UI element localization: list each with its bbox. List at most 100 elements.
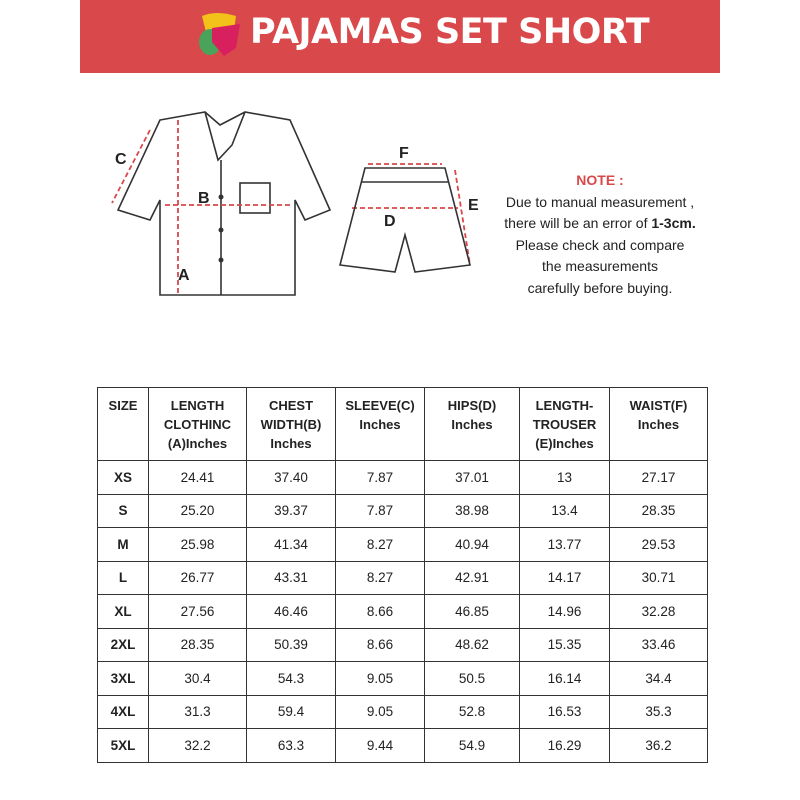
value-cell: 38.98 xyxy=(424,493,520,528)
size-cell: M xyxy=(97,527,149,562)
value-cell: 54.3 xyxy=(246,661,336,696)
value-cell: 37.01 xyxy=(424,460,520,495)
value-cell: 46.46 xyxy=(246,594,336,629)
size-cell: 2XL xyxy=(97,627,149,662)
value-cell: 32.28 xyxy=(609,594,708,629)
value-cell: 9.05 xyxy=(335,694,425,729)
table-row: XL 27.56 46.46 8.66 46.85 14.96 32.28 xyxy=(97,594,708,629)
value-cell: 31.3 xyxy=(148,694,247,729)
value-cell: 41.34 xyxy=(246,527,336,562)
value-cell: 13.4 xyxy=(519,493,610,528)
page-title: PAJAMAS SET SHORT xyxy=(250,12,650,52)
column-header: HIPS(D) Inches xyxy=(424,387,520,461)
note-line: carefully before buying. xyxy=(527,279,673,296)
value-cell: 16.29 xyxy=(519,728,610,763)
table-row: L 26.77 43.31 8.27 42.91 14.17 30.71 xyxy=(97,560,708,595)
value-cell: 50.39 xyxy=(246,627,336,662)
column-header: LENGTH CLOTHINC (A)Inches xyxy=(148,387,247,461)
value-cell: 36.2 xyxy=(609,728,708,763)
value-cell: 37.40 xyxy=(246,460,336,495)
size-cell: 3XL xyxy=(97,661,149,696)
size-cell: 4XL xyxy=(97,694,149,729)
value-cell: 54.9 xyxy=(424,728,520,763)
brand-logo-icon xyxy=(199,13,240,56)
table-row: XS 24.41 37.40 7.87 37.01 13 27.17 xyxy=(97,460,708,495)
value-cell: 59.4 xyxy=(246,694,336,729)
value-cell: 29.53 xyxy=(609,527,708,562)
column-header: LENGTH- TROUSER (E)Inches xyxy=(519,387,610,461)
value-cell: 39.37 xyxy=(246,493,336,528)
value-cell: 7.87 xyxy=(335,493,425,528)
table-row: S 25.20 39.37 7.87 38.98 13.4 28.35 xyxy=(97,493,708,528)
table-row: 5XL 32.2 63.3 9.44 54.9 16.29 36.2 xyxy=(97,728,708,763)
shorts-drawing xyxy=(338,167,472,273)
value-cell: 43.31 xyxy=(246,560,336,595)
label-d: D xyxy=(384,213,396,230)
value-cell: 50.5 xyxy=(424,661,520,696)
note-heading: NOTE : xyxy=(576,172,624,188)
value-cell: 13.77 xyxy=(519,527,610,562)
header-banner xyxy=(80,0,720,73)
value-cell: 52.8 xyxy=(424,694,520,729)
size-cell: S xyxy=(97,493,149,528)
value-cell: 14.96 xyxy=(519,594,610,629)
value-cell: 46.85 xyxy=(424,594,520,629)
value-cell: 27.56 xyxy=(148,594,247,629)
value-cell: 25.20 xyxy=(148,493,247,528)
value-cell: 9.44 xyxy=(335,728,425,763)
value-cell: 32.2 xyxy=(148,728,247,763)
value-cell: 8.66 xyxy=(335,594,425,629)
table-row: 4XL 31.3 59.4 9.05 52.8 16.53 35.3 xyxy=(97,694,708,729)
value-cell: 13 xyxy=(519,460,610,495)
size-table: SIZE LENGTH CLOTHINC (A)Inches CHEST WIDTH(B)… xyxy=(97,387,708,763)
column-header: SIZE xyxy=(97,387,149,461)
value-cell: 24.41 xyxy=(148,460,247,495)
value-cell: 16.14 xyxy=(519,661,610,696)
note-line: Due to manual measurement , xyxy=(505,193,695,210)
value-cell: 15.35 xyxy=(519,627,610,662)
label-b: B xyxy=(198,190,210,207)
column-header: CHEST WIDTH(B) Inches xyxy=(246,387,336,461)
value-cell: 8.27 xyxy=(335,560,425,595)
value-cell: 8.66 xyxy=(335,627,425,662)
note-line: there will be an error of 1-3cm. xyxy=(504,215,696,231)
column-header: SLEEVE(C) Inches xyxy=(335,387,425,461)
table-header-row: SIZE LENGTH CLOTHINC (A)Inches CHEST WIDTH(B)… xyxy=(97,387,708,461)
value-cell: 30.4 xyxy=(148,661,247,696)
value-cell: 63.3 xyxy=(246,728,336,763)
size-cell: 5XL xyxy=(97,728,149,763)
value-cell: 9.05 xyxy=(335,661,425,696)
value-cell: 7.87 xyxy=(335,460,425,495)
value-cell: 14.17 xyxy=(519,560,610,595)
table-row: 2XL 28.35 50.39 8.66 48.62 15.35 33.46 xyxy=(97,627,708,662)
value-cell: 8.27 xyxy=(335,527,425,562)
value-cell: 33.46 xyxy=(609,627,708,662)
column-header: WAIST(F) Inches xyxy=(609,387,708,461)
table-row: 3XL 30.4 54.3 9.05 50.5 16.14 34.4 xyxy=(97,661,708,696)
value-cell: 40.94 xyxy=(424,527,520,562)
note-line: Please check and compare xyxy=(515,236,685,253)
value-cell: 34.4 xyxy=(609,661,708,696)
label-a: A xyxy=(178,267,190,284)
label-c: C xyxy=(115,151,127,168)
measurement-note: NOTE : Due to manual measurement , there… xyxy=(490,170,710,299)
value-cell: 30.71 xyxy=(609,560,708,595)
size-cell: L xyxy=(97,560,149,595)
size-cell: XS xyxy=(97,460,149,495)
value-cell: 27.17 xyxy=(609,460,708,495)
value-cell: 28.35 xyxy=(609,493,708,528)
note-line: the measurements xyxy=(542,258,658,274)
label-f: F xyxy=(399,145,409,162)
value-cell: 26.77 xyxy=(148,560,247,595)
table-row: M 25.98 41.34 8.27 40.94 13.77 29.53 xyxy=(97,527,708,562)
value-cell: 35.3 xyxy=(609,694,708,729)
value-cell: 25.98 xyxy=(148,527,247,562)
value-cell: 42.91 xyxy=(424,560,520,595)
value-cell: 48.62 xyxy=(424,627,520,662)
garment-diagram: A B C D E F xyxy=(111,111,479,296)
label-e: E xyxy=(468,197,479,214)
value-cell: 28.35 xyxy=(148,627,247,662)
shirt-drawing xyxy=(116,111,332,296)
size-cell: XL xyxy=(97,594,149,629)
